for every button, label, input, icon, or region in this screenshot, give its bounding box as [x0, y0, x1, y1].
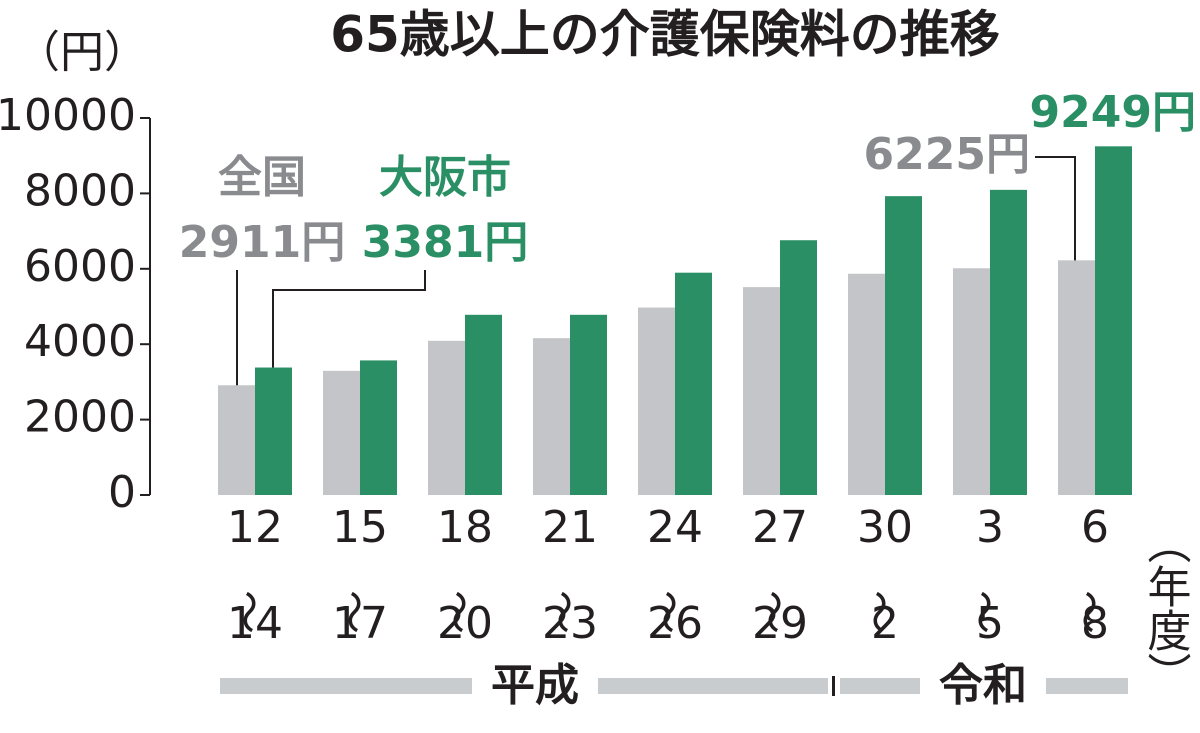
- leader-line: [1035, 156, 1076, 261]
- x-tick-label-part: 20: [437, 598, 493, 649]
- bar: [465, 314, 502, 495]
- x-tick-label-part: 18: [437, 502, 493, 553]
- x-tick-label-part: 24: [647, 502, 703, 553]
- x-tick-label: 3 〜5: [957, 502, 1008, 649]
- x-axis-label: （年度）: [1140, 520, 1191, 696]
- era-bar: [220, 678, 472, 694]
- bar: [675, 272, 712, 495]
- legend-label: 全国: [218, 152, 306, 203]
- bar: [780, 240, 817, 495]
- bar: [323, 370, 360, 495]
- x-tick-label: 18 〜20: [432, 502, 493, 649]
- bar: [255, 367, 292, 495]
- x-tick-label-part: 2: [871, 598, 899, 649]
- x-tick-label-part: 26: [647, 598, 703, 649]
- y-tick-label: 0: [108, 467, 136, 518]
- x-tick-label: 12 〜14: [222, 502, 283, 649]
- x-tick-label-part: 6: [1081, 502, 1109, 553]
- x-tick-label-part: 29: [752, 598, 808, 649]
- y-tick-label: 4000: [24, 316, 136, 367]
- bar: [885, 196, 922, 495]
- bar: [848, 273, 885, 495]
- bar: [743, 287, 780, 495]
- x-tick-label-part: 〜: [222, 590, 273, 634]
- x-tick-label-part: 〜: [642, 590, 693, 634]
- x-tick-label: 24 〜26: [642, 502, 703, 649]
- data-label: 6225円: [864, 129, 1030, 180]
- x-tick-label: 27 〜29: [747, 502, 808, 649]
- era-label: 平成: [491, 660, 579, 711]
- era-bar: [840, 678, 920, 694]
- bar: [360, 360, 397, 495]
- x-tick-label-part: 14: [227, 598, 283, 649]
- x-tick-label-part: 27: [752, 502, 808, 553]
- bar: [1058, 260, 1095, 495]
- x-tick-label: 30 〜2: [852, 502, 913, 649]
- x-tick-label-part: 〜: [1062, 590, 1113, 634]
- era-label: 令和: [939, 660, 1027, 711]
- era-divider: [832, 676, 835, 696]
- y-tick-label: 10000: [0, 90, 136, 141]
- bar: [638, 307, 675, 495]
- x-tick-label-part: 17: [332, 598, 388, 649]
- x-tick-label-part: 3: [976, 502, 1004, 553]
- x-tick-label-part: 〜: [957, 590, 1008, 634]
- y-tick-label: 6000: [24, 241, 136, 292]
- era-bar: [1046, 678, 1128, 694]
- x-tick-label: 21 〜23: [537, 502, 598, 649]
- x-tick-label-part: 〜: [537, 590, 588, 634]
- x-tick-label: 15 〜17: [327, 502, 388, 649]
- data-label: 3381円: [362, 217, 528, 268]
- legend-label: 大阪市: [379, 152, 511, 203]
- data-label: 2911円: [179, 217, 345, 268]
- x-tick-label-part: 8: [1081, 598, 1109, 649]
- y-axis-label: （円）: [16, 27, 148, 78]
- x-tick-label-part: 5: [976, 598, 1004, 649]
- x-tick-label-part: 15: [332, 502, 388, 553]
- x-tick-label: 6 〜8: [1062, 502, 1113, 649]
- chart-title: 65歳以上の介護保険料の推移: [330, 6, 1000, 64]
- y-tick-label: 2000: [24, 392, 136, 443]
- bar: [990, 189, 1027, 495]
- x-tick-label-part: 〜: [432, 590, 483, 634]
- x-tick-label-part: 30: [857, 502, 913, 553]
- leader-line: [272, 270, 426, 368]
- x-tick-label-part: 12: [227, 502, 283, 553]
- x-tick-label-part: 23: [542, 598, 598, 649]
- bar: [428, 340, 465, 495]
- x-tick-label-part: 〜: [852, 590, 903, 634]
- y-tick-label: 8000: [24, 165, 136, 216]
- bar: [570, 314, 607, 495]
- x-tick-label-part: 〜: [747, 590, 798, 634]
- x-tick-label-part: 〜: [327, 590, 378, 634]
- bar: [218, 385, 255, 495]
- x-tick-label-part: 21: [542, 502, 598, 553]
- bar: [533, 338, 570, 495]
- data-label: 9249円: [1030, 87, 1196, 138]
- bar: [953, 268, 990, 495]
- bar: [1095, 146, 1132, 496]
- era-bars: [220, 676, 1128, 696]
- era-bar: [598, 678, 828, 694]
